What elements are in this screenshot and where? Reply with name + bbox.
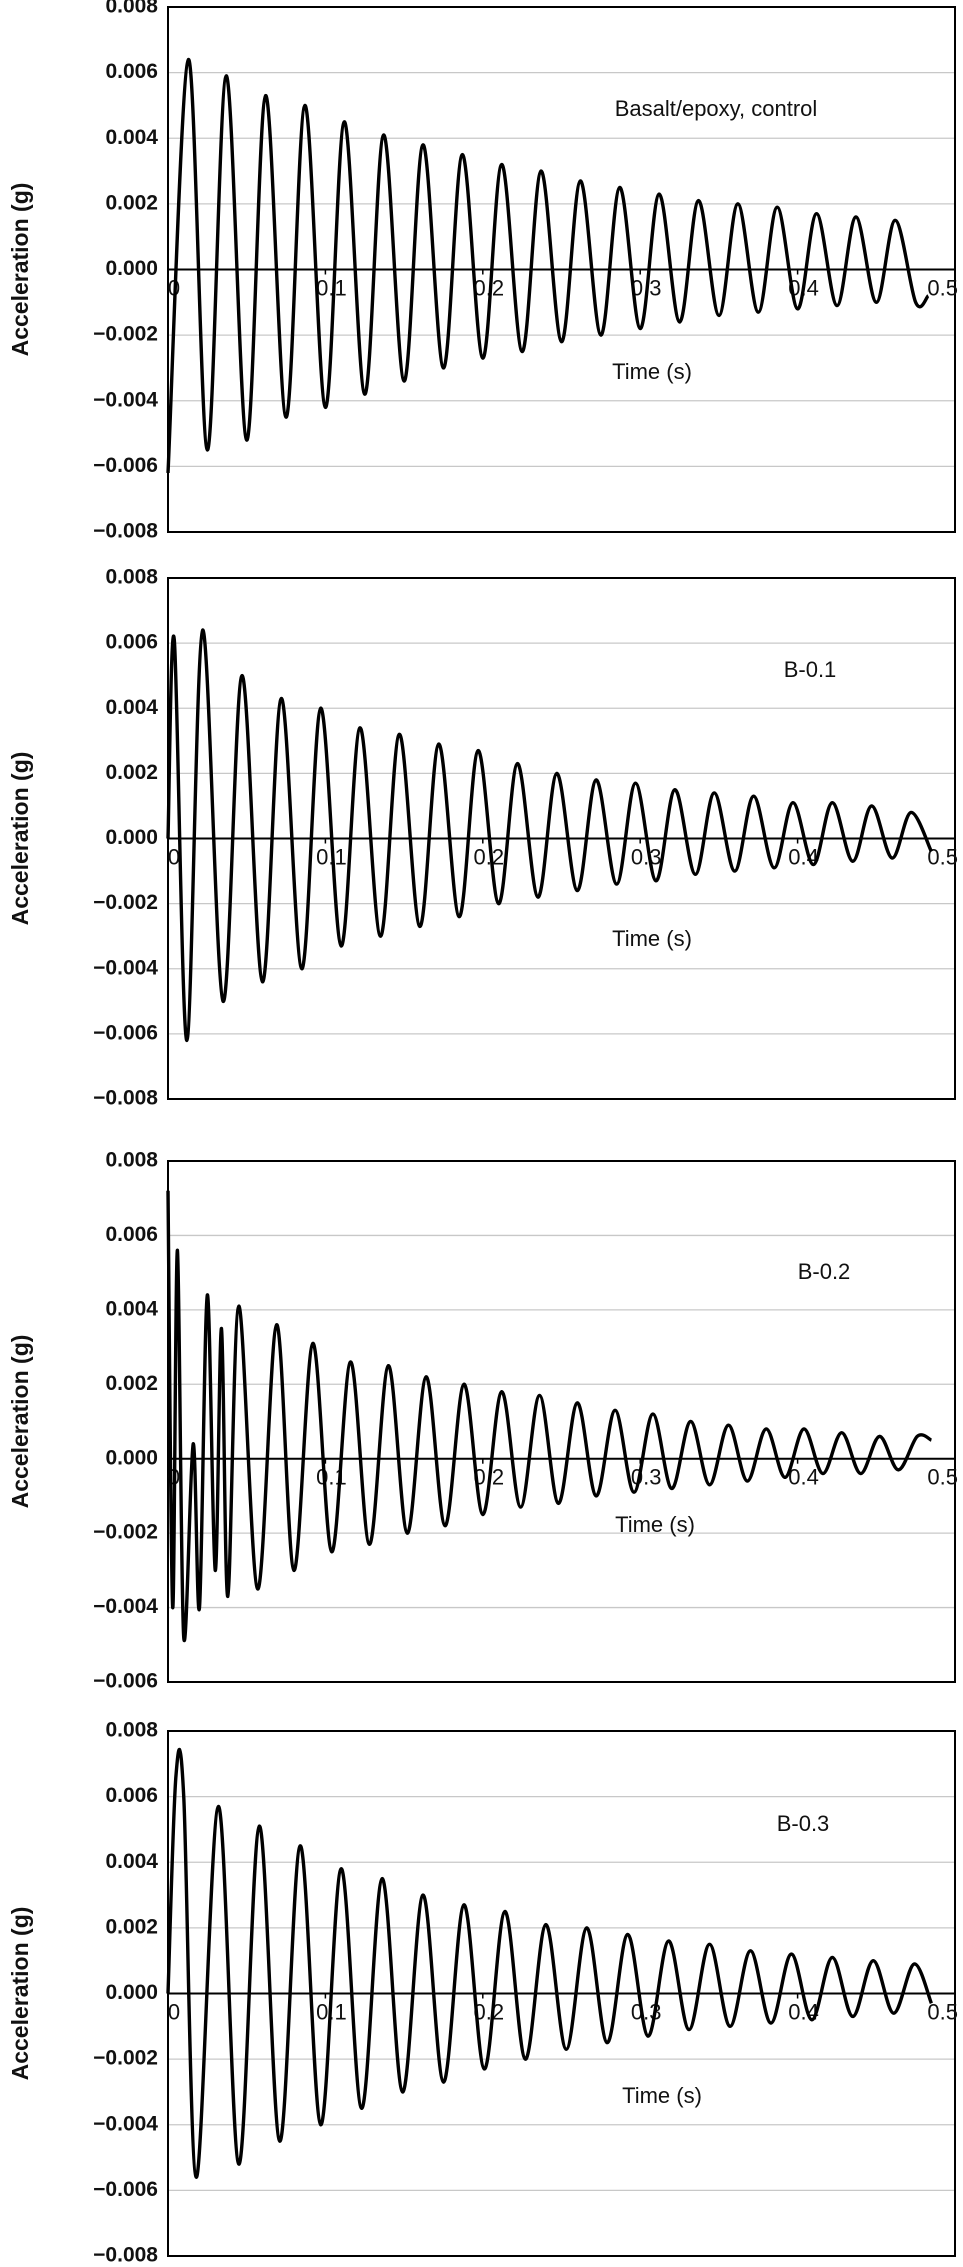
y-tick-label: 0.000 <box>105 1446 158 1469</box>
y-tick-label: −0.002 <box>93 323 158 346</box>
chart-panel: −0.008 −0.006 −0.004 −0.002 0.000 0.002 0.004 0… <box>7 566 958 1110</box>
y-tick-label: 0.000 <box>105 257 158 280</box>
y-tick-label: −0.008 <box>93 1087 158 1110</box>
y-tick-label: −0.006 <box>93 1670 158 1693</box>
y-tick-label: −0.008 <box>93 2244 158 2267</box>
signal-line <box>166 1747 933 2179</box>
y-tick-label: 0.004 <box>105 1850 158 1873</box>
y-axis-label: Acceleration (g) <box>7 1335 33 1509</box>
y-tick-label: 0.002 <box>105 1915 158 1938</box>
x-tick-label: 0.5 <box>927 1465 958 1490</box>
x-tick-label: 0.3 <box>631 844 662 869</box>
annotation: B-0.3 <box>777 1811 830 1836</box>
y-tick-label: −0.006 <box>93 454 158 477</box>
x-tick-label: 0.1 <box>316 275 347 300</box>
signal-line <box>166 1190 933 1643</box>
y-tick-label: −0.006 <box>93 1021 158 1044</box>
y-tick-label: 0.006 <box>105 631 158 654</box>
annotation: Basalt/epoxy, control <box>615 96 818 121</box>
y-axis-label: Acceleration (g) <box>7 752 33 926</box>
y-tick-label: −0.008 <box>93 520 158 543</box>
x-axis-label: Time (s) <box>612 926 692 951</box>
y-tick-label: 0.004 <box>105 1297 158 1320</box>
y-tick-label: 0.006 <box>105 60 158 83</box>
y-tick-label: 0.006 <box>105 1223 158 1246</box>
annotation: B-0.2 <box>798 1259 851 1284</box>
y-axis-label: Acceleration (g) <box>7 1907 33 2081</box>
chart-panel: −0.006 −0.004 −0.002 0.000 0.002 0.004 0.006 0.… <box>7 1149 958 1693</box>
y-tick-label: −0.004 <box>93 2112 158 2135</box>
annotation: B-0.1 <box>784 657 837 682</box>
y-tick-label: −0.004 <box>93 956 158 979</box>
x-axis-label: Time (s) <box>612 359 692 384</box>
signal-line <box>166 57 930 474</box>
y-tick-label: −0.002 <box>93 1521 158 1544</box>
x-tick-label: 0.3 <box>631 1465 662 1490</box>
y-tick-label: 0.004 <box>105 126 158 149</box>
x-tick-label: 0.5 <box>927 1999 958 2024</box>
y-tick-label: 0.008 <box>105 0 158 18</box>
y-tick-label: 0.002 <box>105 191 158 214</box>
y-tick-label: −0.002 <box>93 891 158 914</box>
x-tick-label: 0.5 <box>927 275 958 300</box>
y-tick-label: 0.004 <box>105 696 158 719</box>
x-tick-label: 0 <box>168 844 180 869</box>
y-tick-label: −0.004 <box>93 1595 158 1618</box>
y-tick-label: 0.008 <box>105 1719 158 1742</box>
y-tick-label: −0.006 <box>93 2178 158 2201</box>
y-tick-label: −0.004 <box>93 388 158 411</box>
y-axis-label: Acceleration (g) <box>7 183 33 357</box>
x-tick-label: 0.4 <box>788 1465 819 1490</box>
x-axis-label: Time (s) <box>615 1512 695 1537</box>
y-tick-label: 0.002 <box>105 761 158 784</box>
y-tick-label: 0.008 <box>105 1149 158 1172</box>
y-tick-label: 0.006 <box>105 1784 158 1807</box>
chart-panel: −0.008 −0.006 −0.004 −0.002 0.000 0.002 0.004 0… <box>7 1719 958 2267</box>
x-tick-label: 0.5 <box>927 844 958 869</box>
y-tick-label: 0.008 <box>105 566 158 589</box>
x-axis-label: Time (s) <box>622 2083 702 2108</box>
y-tick-label: 0.000 <box>105 1981 158 2004</box>
x-tick-label: 0 <box>168 1999 180 2024</box>
y-tick-label: 0.002 <box>105 1372 158 1395</box>
chart-panel: −0.008 −0.006 −0.004 −0.002 0.000 0.002 0.004 0… <box>7 0 958 543</box>
signal-line <box>166 628 933 1043</box>
plot-frame <box>167 1160 956 1683</box>
y-tick-label: −0.002 <box>93 2047 158 2070</box>
y-tick-label: 0.000 <box>105 826 158 849</box>
